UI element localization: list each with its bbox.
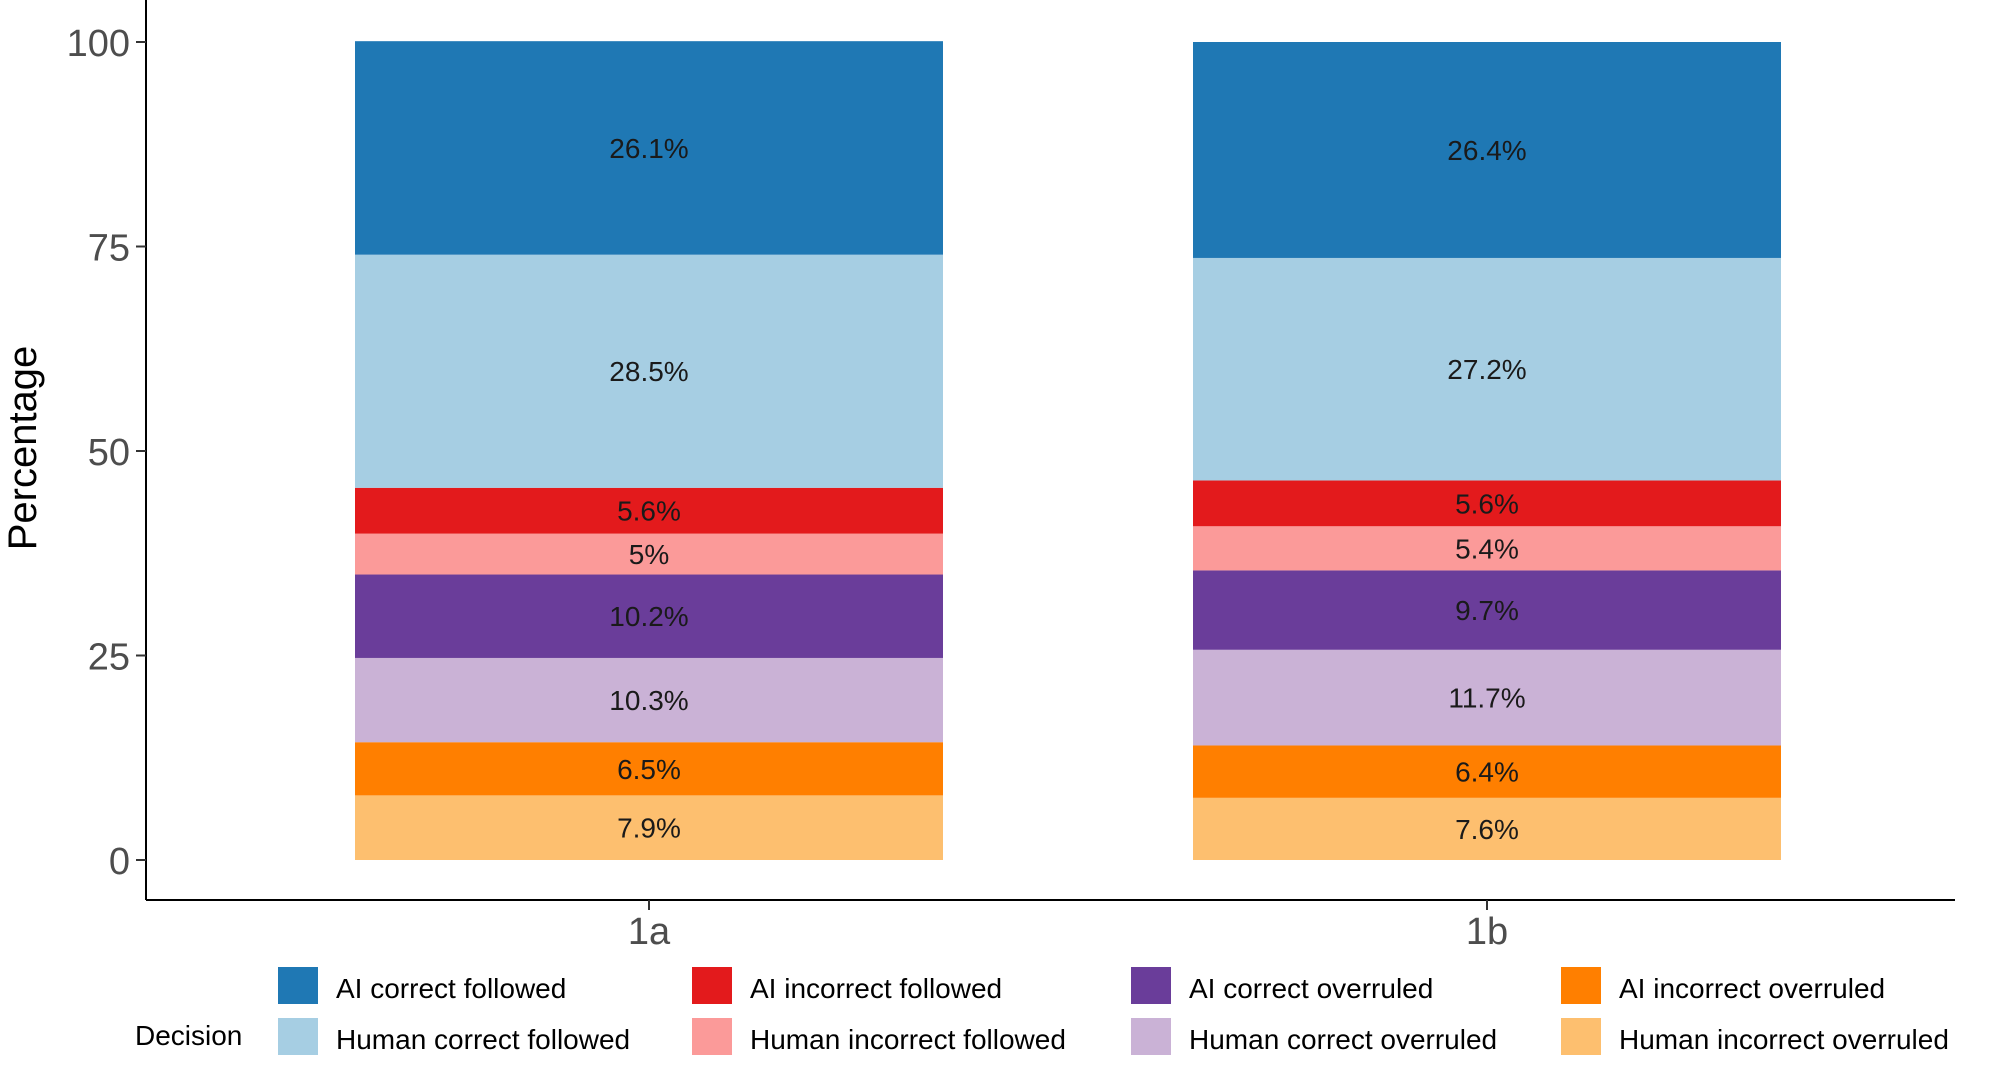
data-label: 5.4% xyxy=(1455,533,1519,564)
bar-segment xyxy=(355,574,943,658)
legend-label: Human incorrect followed xyxy=(750,1024,1066,1055)
y-tick-label: 25 xyxy=(88,637,130,679)
data-label: 10.3% xyxy=(609,685,688,716)
data-label: 5.6% xyxy=(1455,488,1519,519)
bar-segment xyxy=(355,41,943,255)
data-label: 7.9% xyxy=(617,813,681,844)
legend-items: AI correct followed AI incorrect followed… xyxy=(278,967,1949,1055)
bar-segment xyxy=(1193,480,1781,527)
legend-key xyxy=(278,1018,318,1055)
data-label: 6.4% xyxy=(1455,757,1519,788)
y-axis-ticks: 0 25 50 75 100 xyxy=(67,23,146,883)
bar-segment xyxy=(1193,42,1781,258)
bar-segment xyxy=(1193,570,1781,650)
legend-label: AI correct followed xyxy=(336,973,566,1004)
legend: Decision AI correct followed AI incorrect… xyxy=(135,967,1949,1055)
y-tick-label: 50 xyxy=(88,432,130,474)
bar-segment xyxy=(1193,257,1781,481)
data-label: 7.6% xyxy=(1455,814,1519,845)
x-axis-ticks: 1a 1b xyxy=(628,900,1508,953)
legend-key xyxy=(1561,967,1601,1004)
legend-label: AI correct overruled xyxy=(1189,973,1433,1004)
data-label: 5% xyxy=(629,539,669,570)
bar-segment xyxy=(355,657,943,743)
legend-key xyxy=(692,967,732,1004)
legend-key xyxy=(692,1018,732,1055)
data-label: 26.1% xyxy=(609,133,688,164)
data-label: 9.7% xyxy=(1455,595,1519,626)
data-label: 26.4% xyxy=(1447,135,1526,166)
legend-key xyxy=(1561,1018,1601,1055)
bar-segment xyxy=(1193,649,1781,746)
y-tick-label: 100 xyxy=(67,23,130,65)
data-label: 5.6% xyxy=(617,496,681,527)
bar-segment xyxy=(1193,745,1781,798)
legend-label: Human correct followed xyxy=(336,1024,630,1055)
data-label: 6.5% xyxy=(617,754,681,785)
bar-segment xyxy=(355,742,943,796)
legend-key xyxy=(1131,967,1171,1004)
bar-segment xyxy=(355,487,943,534)
legend-label: Human correct overruled xyxy=(1189,1024,1497,1055)
bar-segment xyxy=(1193,797,1781,860)
bar-segment xyxy=(355,533,943,575)
data-label: 28.5% xyxy=(609,356,688,387)
data-label: 27.2% xyxy=(1447,354,1526,385)
x-tick-label: 1b xyxy=(1466,911,1508,953)
legend-key xyxy=(1131,1018,1171,1055)
legend-key xyxy=(278,967,318,1004)
legend-label: AI incorrect overruled xyxy=(1619,973,1885,1004)
plot-area: 7.9% 6.5% 10.3% 10.2% 5% 5.6% 28.5% 26.1% 7.6% 6.… xyxy=(355,41,1781,860)
bar-segment xyxy=(1193,526,1781,571)
y-tick-label: 75 xyxy=(88,228,130,270)
y-axis-label: Percentage xyxy=(1,346,45,551)
bar-segment xyxy=(355,254,943,488)
data-label: 11.7% xyxy=(1448,683,1525,714)
legend-label: AI incorrect followed xyxy=(750,973,1002,1004)
x-tick-label: 1a xyxy=(628,911,671,953)
legend-title: Decision xyxy=(135,1020,242,1051)
y-tick-label: 0 xyxy=(109,841,130,883)
data-label: 10.2% xyxy=(609,601,688,632)
bar-segment xyxy=(355,795,943,860)
legend-label: Human incorrect overruled xyxy=(1619,1024,1949,1055)
